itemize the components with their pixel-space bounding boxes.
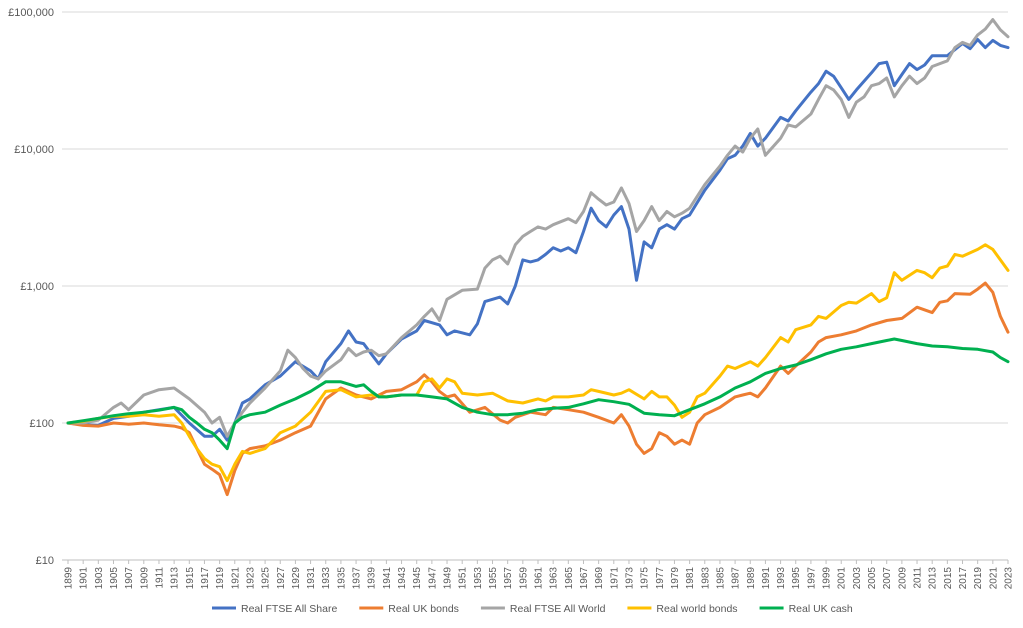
x-tick-label: 1921: [230, 567, 241, 590]
x-tick-label: 1925: [261, 567, 272, 590]
x-tick-label: 1979: [670, 567, 681, 590]
x-tick-label: 2023: [1004, 567, 1015, 590]
legend-label: Real FTSE All Share: [241, 603, 337, 615]
x-tick-label: 1907: [124, 567, 135, 590]
x-tick-label: 1923: [245, 567, 256, 590]
x-tick-label: 1945: [412, 567, 423, 590]
legend-label: Real UK cash: [789, 603, 853, 615]
x-tick-label: 1997: [806, 567, 817, 590]
legend: Real FTSE All Share Real UK bonds Real FTS…: [212, 603, 853, 615]
legend-label: Real UK bonds: [388, 603, 459, 615]
x-tick-label: 1929: [291, 567, 302, 590]
x-tick-label: 1963: [549, 567, 560, 590]
x-tick-label: 1943: [397, 567, 408, 590]
x-tick-label: 1949: [443, 567, 454, 590]
x-axis: 1899 1901 1903 1905 1907 1909 1911 1913 1915 1917…: [64, 560, 1015, 589]
x-tick-label: 2009: [897, 567, 908, 590]
x-tick-label: 1915: [185, 567, 196, 590]
x-tick-label: 1977: [655, 567, 666, 590]
legend-item: Real FTSE All World: [480, 603, 606, 615]
x-tick-label: 2019: [973, 567, 984, 590]
legend-item: Real FTSE All Share: [212, 603, 337, 615]
x-tick-label: 1947: [427, 567, 438, 590]
series-line-real-ftse-all-world: [66, 18, 1010, 438]
x-tick-label: 1959: [518, 567, 529, 590]
x-tick-label: 1917: [200, 567, 211, 590]
x-tick-label: 1965: [564, 567, 575, 590]
x-tick-label: 1919: [215, 567, 226, 590]
x-tick-label: 1973: [624, 567, 635, 590]
y-tick-label: £1,000: [20, 281, 54, 293]
y-tick-label: £10,000: [14, 144, 54, 156]
series-line-real-uk-bonds: [66, 281, 1010, 497]
x-tick-label: 2021: [988, 567, 999, 590]
series-line-real-world-bonds: [66, 243, 1010, 483]
x-tick-label: 2011: [913, 567, 924, 589]
x-tick-label: 1999: [822, 567, 833, 590]
x-tick-label: 1937: [352, 567, 363, 590]
x-tick-label: 1981: [685, 567, 696, 590]
x-tick-label: 1991: [761, 567, 772, 590]
gridlines: [62, 11, 1008, 561]
x-tick-label: 1967: [579, 567, 590, 590]
legend-label: Real world bonds: [656, 603, 737, 615]
x-tick-label: 1957: [503, 567, 514, 590]
x-tick-label: 1901: [79, 567, 90, 590]
x-tick-label: 1955: [488, 567, 499, 590]
x-tick-label: 2013: [928, 567, 939, 590]
x-tick-label: 1935: [336, 567, 347, 590]
x-tick-label: 1961: [534, 567, 545, 590]
x-tick-label: 1911: [154, 567, 165, 589]
y-tick-label: £100,000: [8, 7, 54, 19]
x-tick-label: 1905: [109, 567, 120, 590]
x-tick-label: 1951: [458, 567, 469, 590]
x-tick-label: 1989: [746, 567, 757, 590]
x-tick-label: 2001: [837, 567, 848, 590]
series-line-real-ftse-all-share: [66, 38, 1010, 442]
series-line-real-uk-cash: [66, 337, 1010, 451]
x-tick-label: 2003: [852, 567, 863, 590]
x-tick-label: 2007: [882, 567, 893, 590]
y-tick-label: £100: [30, 418, 54, 430]
x-tick-label: 1985: [715, 567, 726, 590]
x-tick-label: 2015: [943, 567, 954, 590]
x-tick-label: 1927: [276, 567, 287, 590]
x-tick-label: 1971: [609, 567, 620, 590]
legend-label: Real FTSE All World: [510, 603, 606, 615]
x-tick-label: 1987: [731, 567, 742, 590]
series-lines: [66, 18, 1010, 497]
legend-item: Real world bonds: [627, 603, 738, 615]
x-tick-label: 2017: [958, 567, 969, 590]
x-tick-label: 2005: [867, 567, 878, 590]
x-tick-label: 1939: [367, 567, 378, 590]
x-tick-label: 1983: [700, 567, 711, 590]
x-tick-label: 1969: [594, 567, 605, 590]
x-tick-label: 1975: [640, 567, 651, 590]
x-tick-label: 1995: [791, 567, 802, 590]
y-tick-label: £10: [36, 555, 54, 567]
x-tick-label: 1913: [170, 567, 181, 590]
x-tick-label: 1941: [382, 567, 393, 590]
x-tick-label: 1903: [94, 567, 105, 590]
x-tick-label: 1953: [473, 567, 484, 590]
y-axis: £10 £100 £1,000 £10,000 £100,000: [8, 7, 54, 567]
legend-item: Real UK cash: [759, 603, 853, 615]
x-tick-label: 1933: [321, 567, 332, 590]
legend-item: Real UK bonds: [359, 603, 459, 615]
x-tick-label: 1909: [139, 567, 150, 590]
x-tick-label: 1899: [64, 567, 75, 590]
x-tick-label: 1993: [776, 567, 787, 590]
x-tick-label: 1931: [306, 567, 317, 590]
